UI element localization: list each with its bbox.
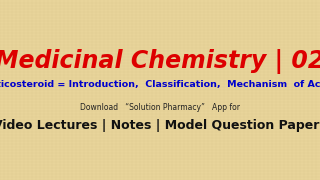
Text: Video Lectures | Notes | Model Question Papers: Video Lectures | Notes | Model Question … (0, 118, 320, 132)
Text: Corticosteroid = Introduction,  Classification,  Mechanism  of Action: Corticosteroid = Introduction, Classific… (0, 80, 320, 89)
Text: Medicinal Chemistry | 02: Medicinal Chemistry | 02 (0, 50, 320, 75)
Text: Download   “Solution Pharmacy”   App for: Download “Solution Pharmacy” App for (80, 103, 240, 112)
